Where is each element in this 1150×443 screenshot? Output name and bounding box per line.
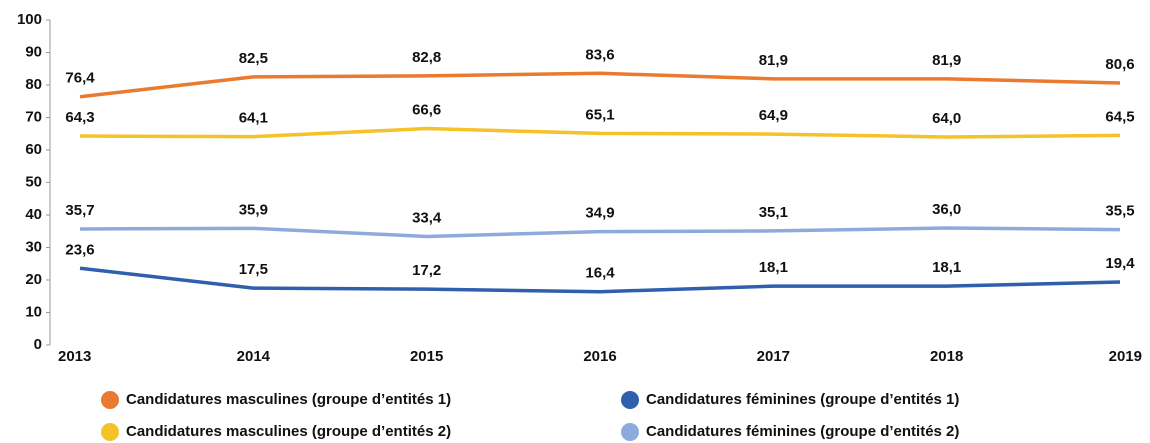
value-label: 35,1 xyxy=(759,204,788,221)
value-label: 33,4 xyxy=(412,209,442,226)
value-label: 83,6 xyxy=(585,46,614,63)
value-label: 35,7 xyxy=(65,202,94,219)
y-tick-label: 40 xyxy=(25,206,42,223)
value-label: 17,2 xyxy=(412,262,441,279)
value-label: 64,5 xyxy=(1105,108,1134,125)
value-label: 76,4 xyxy=(65,70,95,87)
legend-label: Candidatures masculines (groupe d’entité… xyxy=(126,423,451,440)
y-tick-label: 90 xyxy=(25,43,42,60)
value-label: 66,6 xyxy=(412,102,441,119)
y-tick-label: 50 xyxy=(25,173,42,190)
x-tick-label: 2019 xyxy=(1109,348,1142,365)
series-line xyxy=(79,126,1121,139)
y-tick-label: 20 xyxy=(25,271,42,288)
y-tick-label: 100 xyxy=(17,11,42,28)
y-tick-label: 70 xyxy=(25,108,42,125)
value-label: 17,5 xyxy=(239,261,268,278)
y-tick-label: 10 xyxy=(25,303,42,320)
legend-label: Candidatures masculines (groupe d’entité… xyxy=(126,391,451,408)
value-label: 23,6 xyxy=(65,241,94,258)
value-label: 64,0 xyxy=(932,110,961,127)
value-label: 36,0 xyxy=(932,201,961,218)
value-label: 19,4 xyxy=(1105,255,1135,272)
x-tick-label: 2015 xyxy=(410,348,443,365)
value-label: 34,9 xyxy=(585,205,614,222)
y-tick-label: 30 xyxy=(25,238,42,255)
value-label: 35,5 xyxy=(1105,203,1134,220)
value-label: 64,3 xyxy=(65,109,94,126)
value-label: 18,1 xyxy=(932,259,961,276)
x-tick-label: 2018 xyxy=(930,348,963,365)
legend-label: Candidatures féminines (groupe d’entités… xyxy=(646,391,959,408)
x-tick-label: 2014 xyxy=(237,348,271,365)
x-tick-label: 2017 xyxy=(757,348,790,365)
legend-swatch xyxy=(101,391,119,409)
series-line xyxy=(79,226,1121,239)
x-tick-label: 2013 xyxy=(58,348,91,365)
y-tick-label: 60 xyxy=(25,141,42,158)
value-label: 82,8 xyxy=(412,49,441,66)
value-label: 64,1 xyxy=(239,110,268,127)
series-line xyxy=(79,266,1121,294)
value-label: 16,4 xyxy=(585,265,615,282)
value-label: 81,9 xyxy=(932,52,961,69)
legend-swatch xyxy=(621,423,639,441)
value-label: 64,9 xyxy=(759,107,788,124)
legend-swatch xyxy=(621,391,639,409)
y-tick-label: 80 xyxy=(25,76,42,93)
value-label: 81,9 xyxy=(759,52,788,69)
legend-swatch xyxy=(101,423,119,441)
value-label: 82,5 xyxy=(239,50,268,67)
value-label: 65,1 xyxy=(585,106,614,123)
series-line xyxy=(79,71,1121,99)
value-label: 80,6 xyxy=(1105,56,1134,73)
value-label: 35,9 xyxy=(239,201,268,218)
legend-label: Candidatures féminines (groupe d’entités… xyxy=(646,423,959,440)
x-tick-label: 2016 xyxy=(583,348,616,365)
y-tick-label: 0 xyxy=(34,336,42,353)
value-label: 18,1 xyxy=(759,259,788,276)
